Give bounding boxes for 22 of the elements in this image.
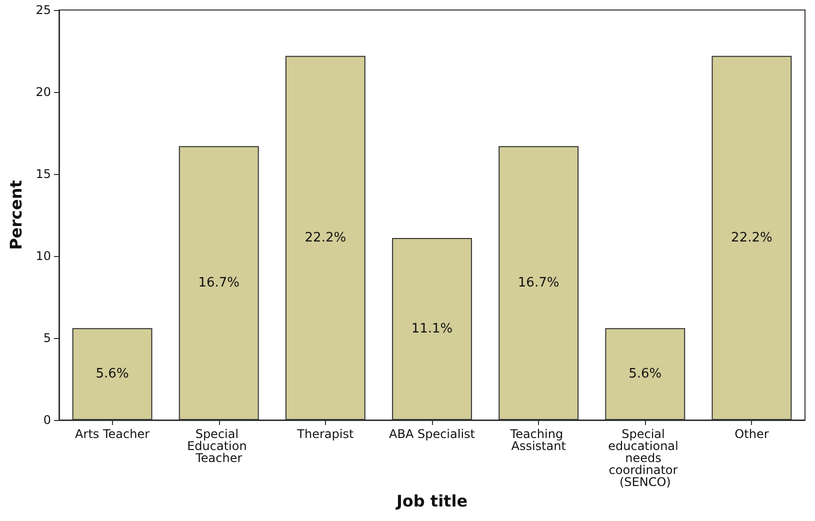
x-tick-label: Special Education Teacher xyxy=(187,427,251,465)
data-label: 16.7% xyxy=(198,276,240,291)
x-tick-label: Special educational needs coordinator (SENCO) xyxy=(608,427,682,489)
x-axis-title: Job title xyxy=(395,491,468,510)
y-tick-label: 0 xyxy=(43,413,51,427)
data-label: 22.2% xyxy=(731,230,772,246)
y-tick-label: 10 xyxy=(36,249,51,263)
x-tick-label: Other xyxy=(734,427,769,441)
x-tick-label: Teaching Assistant xyxy=(509,427,567,453)
x-tick-label: Arts Teacher xyxy=(75,427,150,441)
data-label: 22.2% xyxy=(304,230,346,246)
y-tick-label: 15 xyxy=(36,167,51,181)
y-tick-label: 5 xyxy=(43,331,51,345)
y-axis-title: Percent xyxy=(6,180,26,250)
data-label: 11.1% xyxy=(411,321,453,336)
x-tick-label: Therapist xyxy=(296,427,354,441)
x-tick-label: ABA Specialist xyxy=(389,427,476,441)
y-tick-label: 25 xyxy=(36,3,51,17)
data-label: 5.6% xyxy=(628,366,662,382)
data-label: 16.7% xyxy=(518,276,560,291)
y-tick-label: 20 xyxy=(36,85,51,99)
data-label: 5.6% xyxy=(96,366,129,382)
